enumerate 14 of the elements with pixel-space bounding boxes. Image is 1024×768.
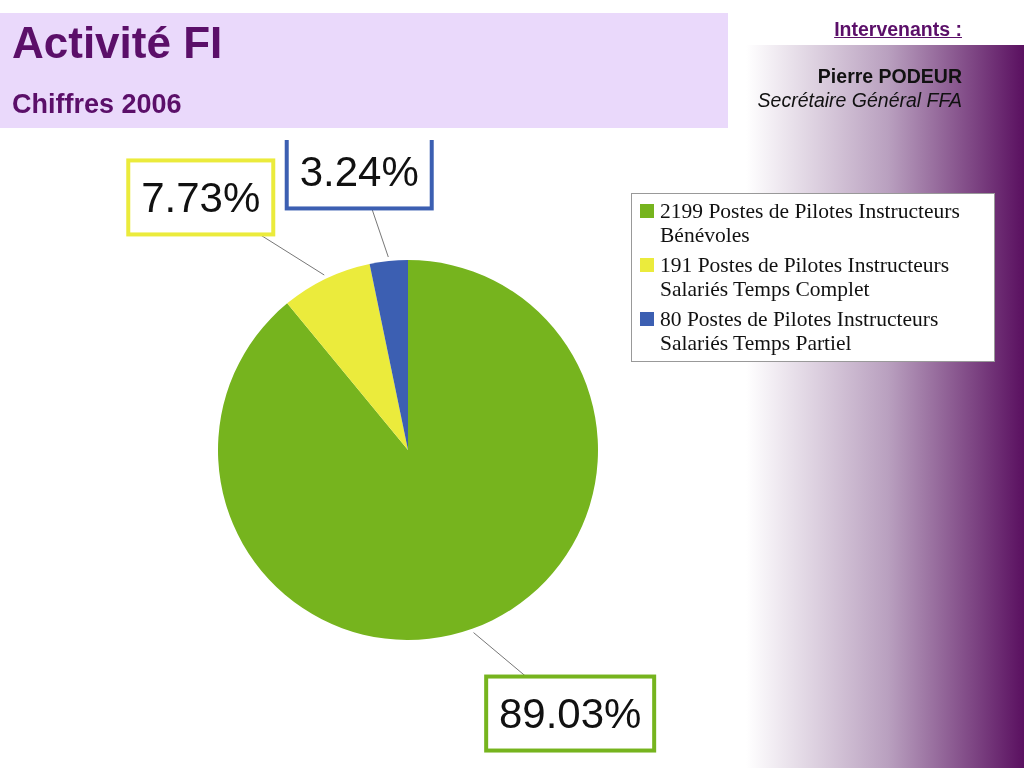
data-label: 3.24%: [299, 147, 419, 195]
text: Pierre PODEUR: [817, 65, 962, 88]
text: Intervenants :: [834, 18, 962, 41]
pie-slice: [218, 260, 598, 640]
pie-slice: [369, 260, 408, 450]
chart-title: Activité FI: [12, 18, 223, 68]
pie-slice: [287, 263, 408, 450]
data-label: 89.03%: [498, 690, 642, 738]
text: Secrétaire Général FFA: [757, 89, 962, 112]
legend-label: 191 Postes de Pilotes Instructeurs Salariés Temps Complet: [660, 253, 951, 301]
data-label: 7.73%: [141, 173, 261, 221]
legend-label: 80 Postes de Pilotes Instructeurs Salariés Temps Partiel: [660, 307, 940, 355]
legend-label: 2199 Postes de Pilotes Instructeurs Bénévoles: [660, 199, 961, 247]
chart-subtitle: Chiffres 2006: [12, 89, 182, 120]
